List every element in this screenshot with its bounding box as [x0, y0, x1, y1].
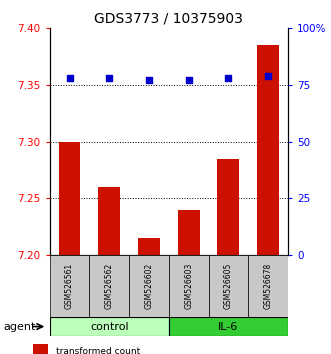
Text: IL-6: IL-6 — [218, 321, 239, 332]
Text: GSM526678: GSM526678 — [263, 263, 273, 309]
Text: GSM526562: GSM526562 — [105, 263, 114, 309]
Bar — [50, 317, 169, 336]
Text: GSM526561: GSM526561 — [65, 263, 74, 309]
Point — [265, 73, 271, 79]
Bar — [257, 45, 279, 255]
Bar — [98, 187, 120, 255]
Title: GDS3773 / 10375903: GDS3773 / 10375903 — [94, 12, 243, 26]
Text: transformed count: transformed count — [56, 347, 140, 354]
Bar — [169, 255, 209, 317]
Bar — [89, 255, 129, 317]
Bar — [248, 255, 288, 317]
Text: control: control — [90, 321, 128, 332]
Point — [67, 75, 72, 81]
Point — [146, 78, 152, 83]
Bar — [129, 255, 169, 317]
Text: GSM526603: GSM526603 — [184, 263, 193, 309]
Bar — [138, 238, 160, 255]
Text: GSM526605: GSM526605 — [224, 263, 233, 309]
Bar — [59, 142, 80, 255]
Point — [186, 78, 191, 83]
Text: agent: agent — [3, 321, 36, 332]
Bar — [209, 255, 248, 317]
Bar — [33, 344, 48, 354]
Bar — [169, 317, 288, 336]
Bar — [50, 255, 89, 317]
Bar — [217, 159, 239, 255]
Text: GSM526602: GSM526602 — [144, 263, 154, 309]
Point — [107, 75, 112, 81]
Bar — [178, 210, 200, 255]
Point — [226, 75, 231, 81]
